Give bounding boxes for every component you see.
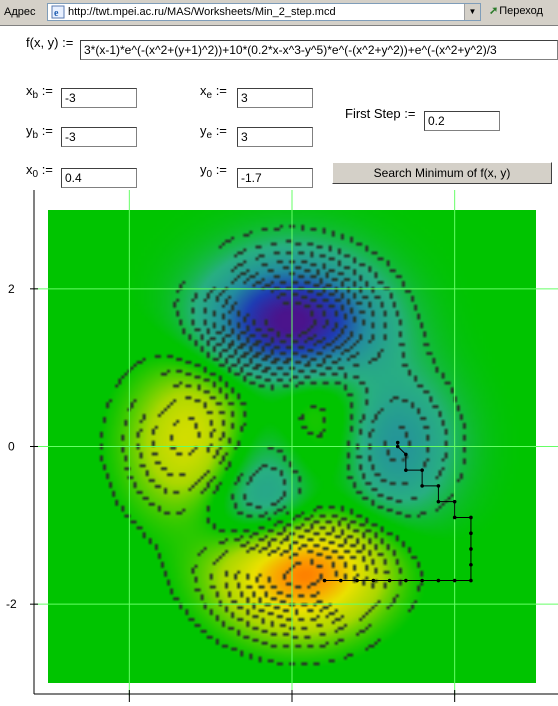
- first-step-input[interactable]: 0.2: [424, 111, 500, 131]
- search-path-point: [452, 499, 457, 504]
- y0-input[interactable]: -1.7: [237, 168, 313, 188]
- address-bar: Адрес e http://twt.mpei.ac.ru/MAS/Worksh…: [0, 0, 558, 26]
- search-path-point: [436, 484, 441, 488]
- address-label: Адрес: [4, 6, 36, 18]
- yb-input[interactable]: -3: [61, 127, 137, 147]
- search-path-line: [324, 442, 472, 582]
- xb-input[interactable]: -3: [61, 88, 137, 108]
- go-label: Переход: [499, 5, 543, 17]
- x0-label: x0 :=: [26, 162, 53, 180]
- search-path-point: [420, 578, 424, 583]
- search-path-point: [436, 499, 441, 504]
- search-path-point: [469, 515, 473, 520]
- search-path-point: [339, 578, 343, 583]
- search-path-point: [395, 444, 400, 449]
- search-path-point: [436, 578, 441, 583]
- search-path-point: [322, 578, 327, 583]
- search-path-point: [469, 562, 473, 567]
- contour-plot: 2 0 -2: [0, 190, 558, 706]
- address-dropdown-button[interactable]: ▼: [464, 4, 480, 20]
- xe-label: xe :=: [200, 83, 227, 101]
- xb-label: xb :=: [26, 83, 53, 101]
- search-path-point: [420, 484, 424, 488]
- svg-text:e: e: [54, 8, 59, 19]
- search-path-point: [404, 468, 408, 472]
- search-path-point: [420, 468, 424, 472]
- search-path-point: [452, 515, 457, 520]
- yb-label: yb :=: [26, 123, 53, 141]
- y0-label: y0 :=: [200, 162, 227, 180]
- y-tick-label: -2: [6, 597, 17, 611]
- function-input[interactable]: 3*(x-1)*e^(-(x^2+(y+1)^2))+10*(0.2*x-x^3…: [80, 40, 558, 60]
- search-minimum-button[interactable]: Search Minimum of f(x, y): [332, 162, 552, 184]
- y-tick-label: 2: [8, 282, 15, 296]
- y-tick-label: 0: [8, 440, 15, 454]
- ie-page-icon: e: [51, 5, 65, 19]
- search-path: [322, 440, 473, 583]
- search-path-point: [371, 578, 376, 583]
- go-arrow-icon: ➚: [489, 5, 499, 17]
- grid-lines: [34, 190, 558, 696]
- search-path-point: [395, 440, 400, 445]
- search-path-point: [469, 578, 473, 583]
- search-path-point: [387, 578, 392, 583]
- search-path-point: [404, 452, 408, 457]
- search-path-point: [469, 531, 473, 536]
- contour-plot-svg: 2 0 -2: [6, 190, 558, 702]
- go-button[interactable]: ➚Переход: [489, 4, 543, 17]
- search-path-point: [404, 578, 408, 583]
- axes: 2 0 -2: [6, 190, 558, 702]
- xe-input[interactable]: 3: [237, 88, 313, 108]
- search-path-point: [355, 578, 359, 583]
- search-path-point: [452, 578, 457, 583]
- function-label: f(x, y) :=: [26, 35, 74, 50]
- ye-input[interactable]: 3: [237, 127, 313, 147]
- search-path-point: [469, 547, 473, 551]
- x0-input[interactable]: 0.4: [61, 168, 137, 188]
- address-input[interactable]: e http://twt.mpei.ac.ru/MAS/Worksheets/M…: [47, 3, 481, 21]
- address-url: http://twt.mpei.ac.ru/MAS/Worksheets/Min…: [68, 6, 336, 18]
- first-step-label: First Step :=: [345, 106, 416, 121]
- ye-label: ye :=: [200, 123, 227, 141]
